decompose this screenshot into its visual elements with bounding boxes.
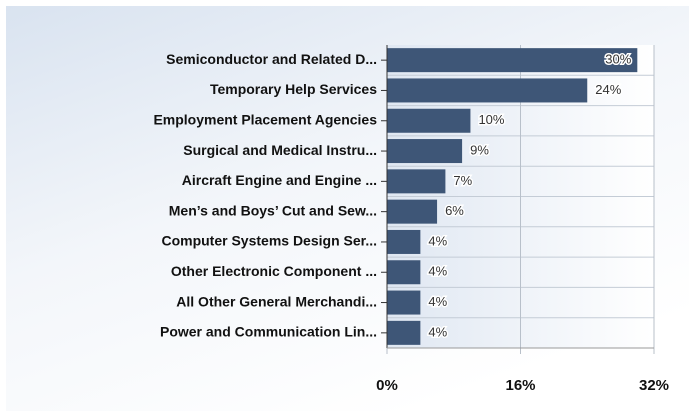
x-tick-label: 32% — [639, 377, 669, 394]
data-label: 9% — [470, 142, 489, 157]
bar — [387, 169, 446, 194]
data-label: 4% — [428, 294, 447, 309]
y-tick-label: Other Electronic Component ... — [171, 263, 377, 279]
y-tick-label: All Other General Merchandi... — [176, 293, 377, 309]
y-tick-label: Employment Placement Agencies — [153, 111, 377, 127]
bar — [387, 48, 638, 73]
data-label: 4% — [428, 233, 447, 248]
bar — [387, 229, 421, 254]
bar — [387, 290, 421, 315]
bar — [387, 260, 421, 285]
x-tick-label: 0% — [376, 377, 398, 394]
bar — [387, 199, 438, 224]
y-tick-label: Temporary Help Services — [210, 81, 377, 97]
y-tick-label: Computer Systems Design Ser... — [161, 233, 377, 249]
bar — [387, 78, 588, 103]
data-label: 6% — [445, 203, 464, 218]
y-tick-label: Semiconductor and Related D... — [166, 51, 377, 67]
data-label: 7% — [453, 173, 472, 188]
data-label: 30% — [605, 52, 631, 67]
x-tick-label: 16% — [505, 377, 535, 394]
bar — [387, 108, 471, 133]
data-label: 10% — [478, 112, 504, 127]
data-label: 4% — [428, 324, 447, 339]
bar — [387, 320, 421, 345]
y-tick-label: Surgical and Medical Instru... — [183, 142, 377, 158]
bar — [387, 139, 463, 164]
y-tick-label: Aircraft Engine and Engine ... — [182, 172, 377, 188]
y-tick-label: Power and Communication Lin... — [160, 324, 377, 340]
data-label: 4% — [428, 264, 447, 279]
data-label: 24% — [595, 82, 621, 97]
y-tick-label: Men’s and Boys’ Cut and Sew... — [169, 202, 377, 218]
